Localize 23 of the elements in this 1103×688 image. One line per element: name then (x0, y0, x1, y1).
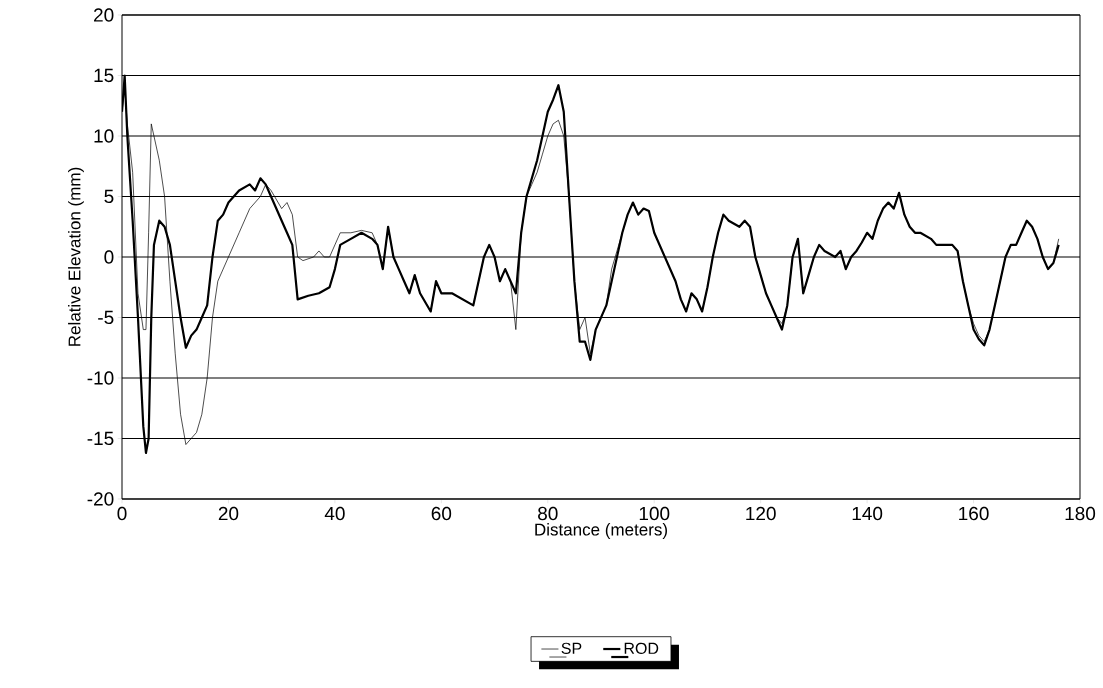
x-axis-title: Distance (meters) (535, 523, 667, 539)
x-tick-label: 140 (852, 506, 883, 521)
y-tick-label: 15 (94, 68, 114, 83)
x-tick-label: 160 (959, 506, 989, 521)
y-tick-label: -20 (87, 492, 114, 506)
y-tick-label: 0 (104, 250, 114, 264)
y-tick-label: -15 (87, 431, 114, 446)
x-tick-label: 60 (431, 506, 452, 521)
y-tick-label: -5 (98, 310, 114, 325)
y-tick-label: 20 (94, 8, 114, 22)
x-tick-label: 120 (746, 506, 776, 521)
x-tick-label: 80 (538, 506, 558, 521)
x-tick-label: 40 (324, 506, 345, 521)
x-tick-label: 100 (639, 506, 670, 521)
y-tick-label: 10 (94, 129, 114, 143)
y-tick-label: -10 (87, 371, 114, 385)
y-axis-title: Relative Elevation (mm) (68, 167, 84, 346)
legend-label: SP (561, 642, 582, 655)
x-tick-label: 0 (117, 506, 127, 521)
x-tick-label: 20 (218, 506, 239, 521)
x-tick-label: 180 (1065, 506, 1096, 521)
y-tick-label: 5 (104, 189, 114, 204)
legend-label: ROD (624, 642, 659, 655)
